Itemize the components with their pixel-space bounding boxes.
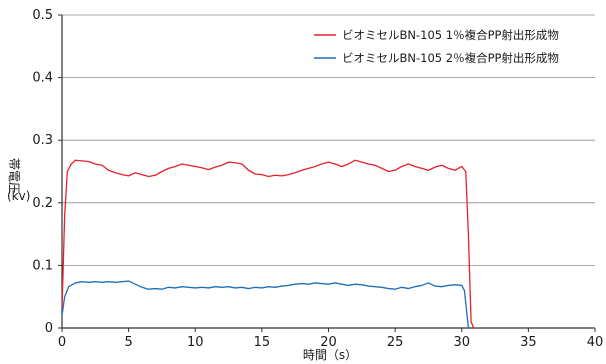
x-axis-label: 時間（s）: [303, 348, 357, 362]
y-tick-label: 0.5: [32, 8, 53, 23]
series-lines: [61, 159, 475, 329]
x-tick-label: 0: [58, 335, 66, 350]
legend: ビオミセルBN-105 1％複合PP射出形成物 ビオミセルBN-105 2％複合…: [314, 28, 559, 65]
x-tick-labels: 0 5 10 15 20 25 30 35 40: [58, 335, 603, 350]
y-tick-labels: 0 0.1 0.2 0.3 0.4 0.5: [32, 8, 53, 336]
y-tick-label: 0.2: [32, 196, 53, 211]
x-tick-label: 15: [254, 335, 271, 350]
y-axis-unit: (kv): [7, 189, 30, 203]
x-tick-label: 40: [587, 335, 604, 350]
legend-label-2: ビオミセルBN-105 2％複合PP射出形成物: [342, 51, 559, 65]
x-tick-label: 35: [520, 335, 537, 350]
gridlines: [62, 14, 595, 266]
legend-label-1: ビオミセルBN-105 1％複合PP射出形成物: [342, 28, 559, 42]
y-tick-label: 0.1: [32, 258, 53, 273]
axes: [58, 14, 596, 332]
series-line-1: [61, 159, 475, 329]
y-tick-label: 0: [45, 321, 53, 336]
x-tick-label: 30: [453, 335, 470, 350]
y-tick-label: 0.4: [32, 71, 53, 86]
x-tick-label: 10: [187, 335, 204, 350]
x-tick-label: 20: [320, 335, 337, 350]
x-tick-label: 25: [387, 335, 404, 350]
y-tick-label: 0.3: [32, 133, 53, 148]
series-line-2: [61, 280, 470, 329]
y-axis-label: 帯電圧: [7, 158, 21, 194]
x-tick-label: 5: [124, 335, 132, 350]
